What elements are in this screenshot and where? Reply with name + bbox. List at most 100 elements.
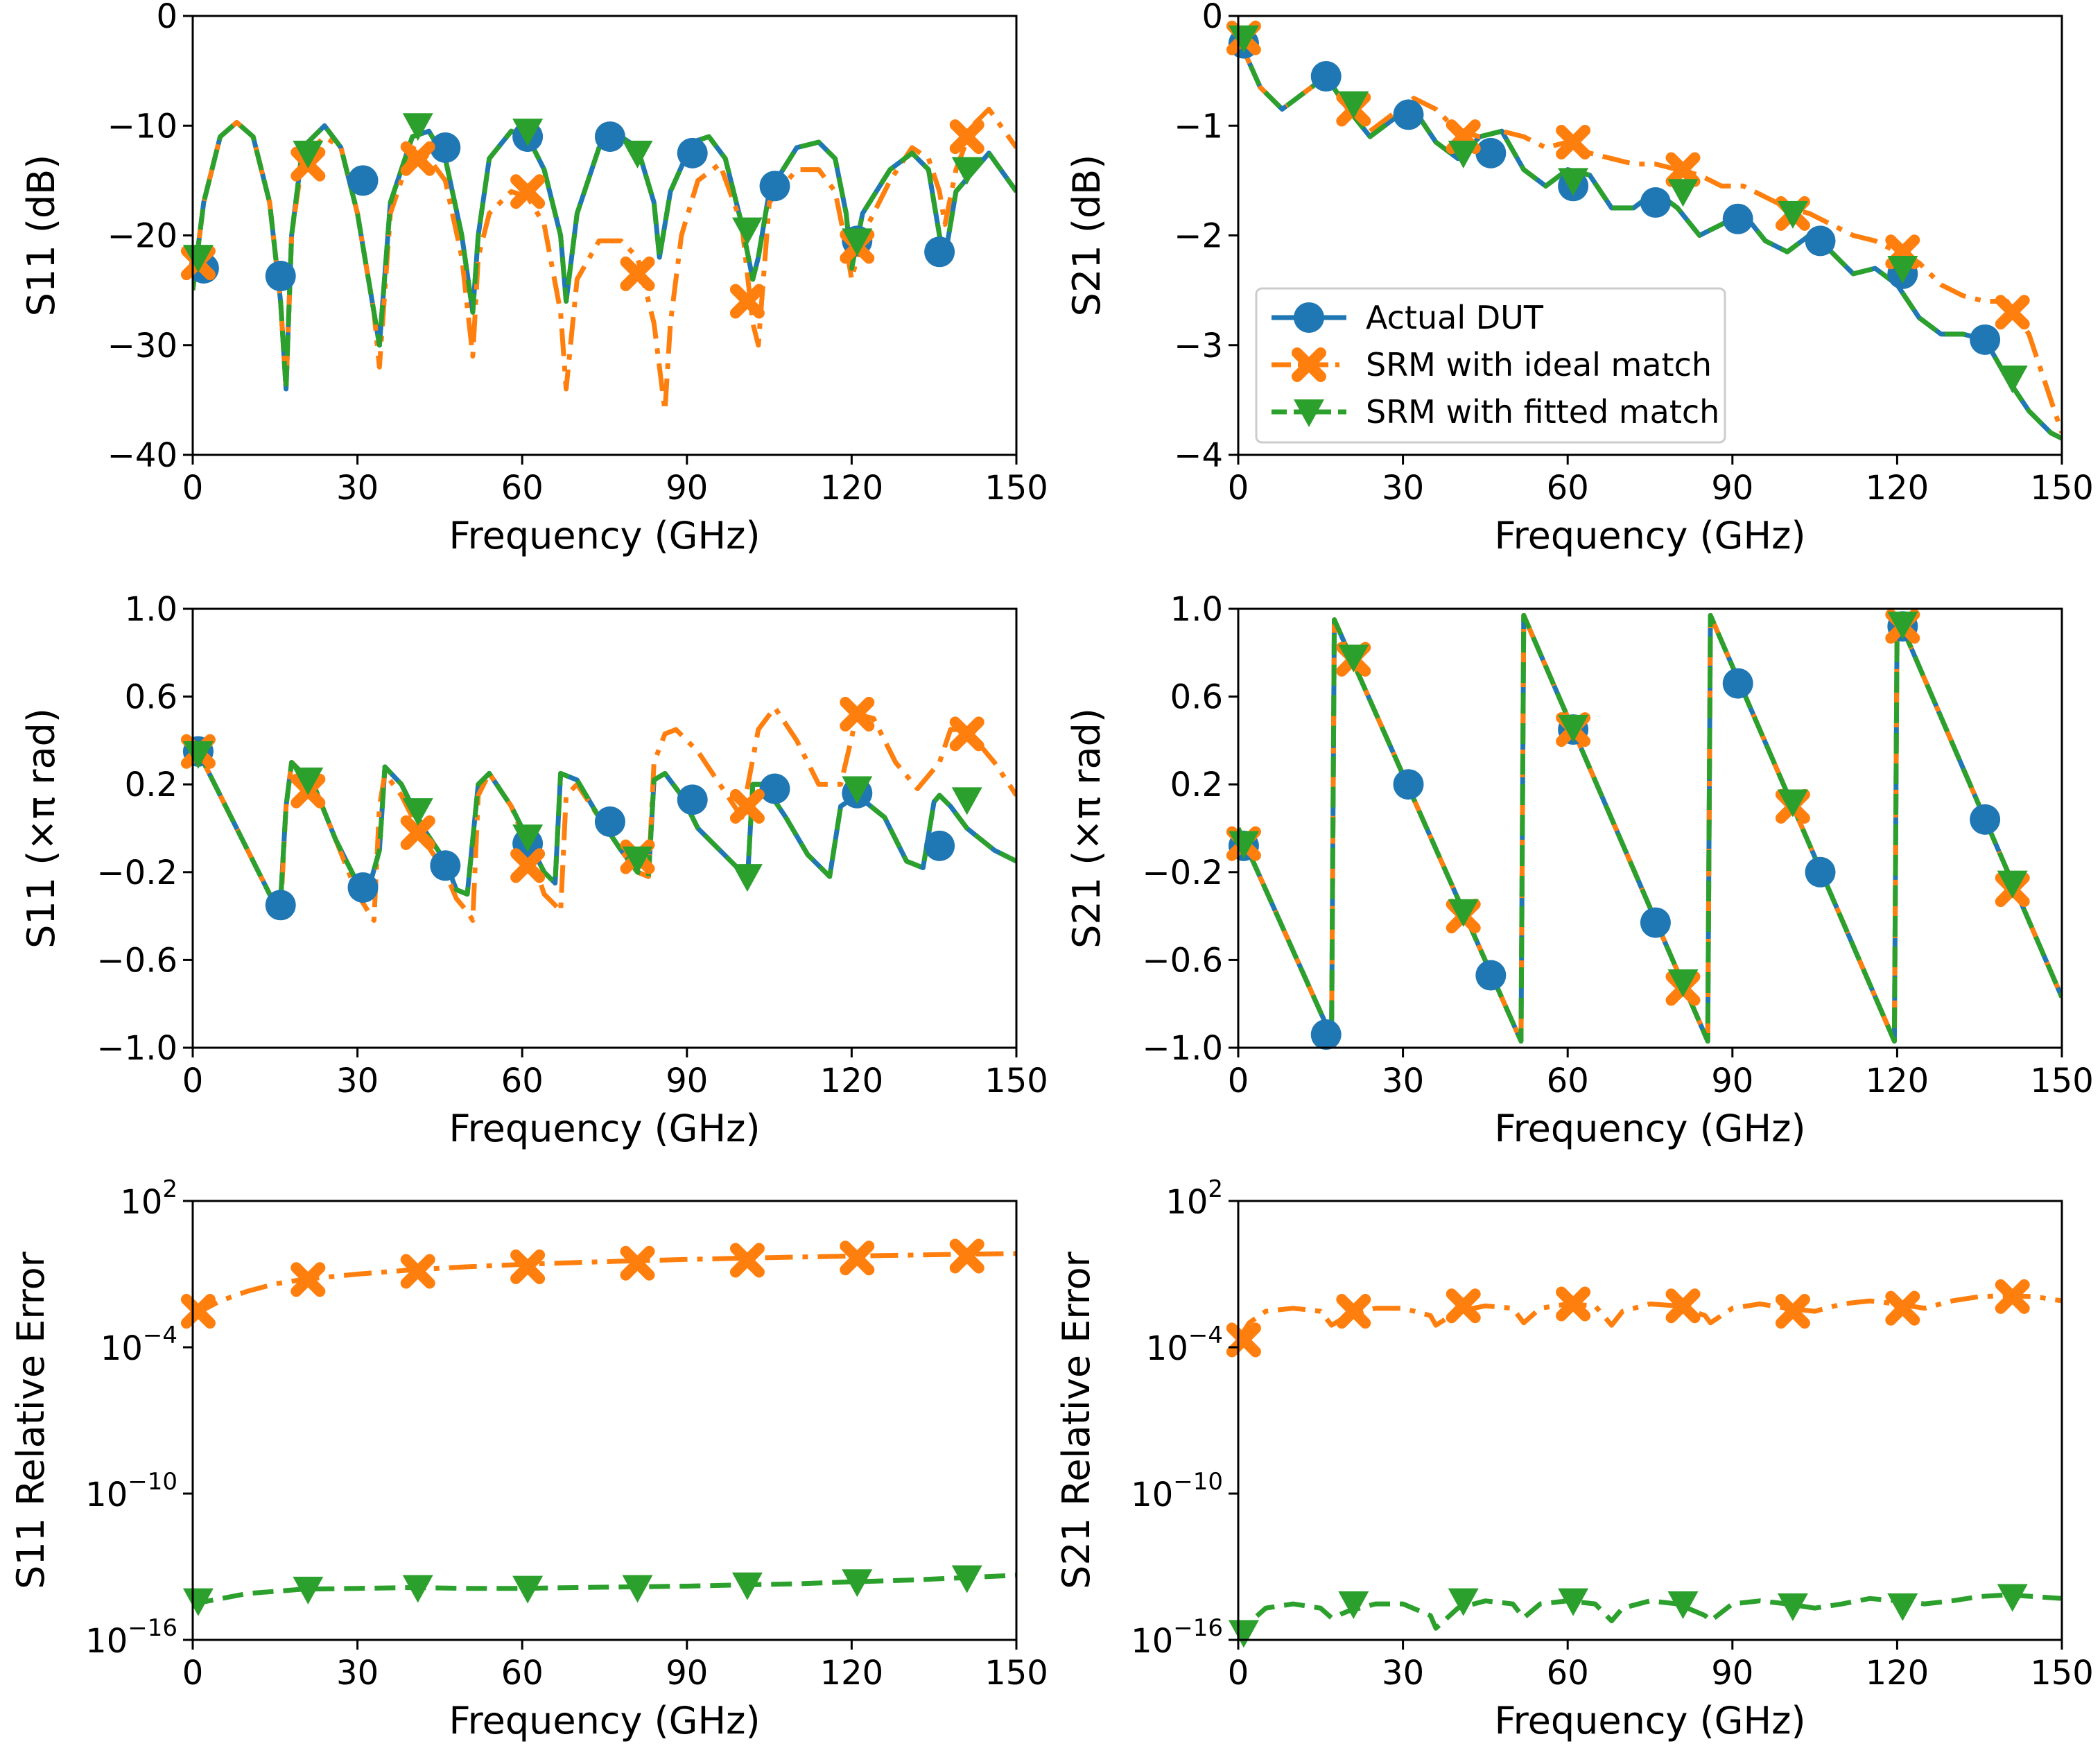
y-tick-label: −0.6: [96, 941, 177, 980]
y-tick-label: 0.6: [125, 678, 177, 717]
legend-item-ideal: SRM with ideal match: [1272, 346, 1712, 383]
marker-fitted: [1558, 714, 1589, 743]
marker-ideal: [510, 1249, 546, 1284]
marker-actual: [1722, 203, 1753, 234]
marker-fitted: [1338, 1591, 1369, 1620]
marker-actual: [677, 137, 708, 168]
marker-fitted: [1997, 365, 2028, 394]
legend-box: [1255, 287, 1726, 444]
legend: Actual DUT SRM with ideal match SRM with f…: [1255, 287, 1726, 444]
marker-actual: [1475, 137, 1507, 168]
marker-fitted: [951, 157, 982, 185]
marker-actual: [1722, 668, 1753, 699]
marker-fitted: [1558, 1588, 1589, 1616]
y-tick-label: −10: [107, 107, 177, 146]
marker-fitted: [512, 119, 544, 147]
marker-ideal: [400, 1254, 435, 1289]
series-lines: [193, 1251, 1016, 1607]
marker-fitted: [512, 824, 544, 853]
marker-ideal: [949, 716, 984, 752]
x-tick-label: 60: [1547, 469, 1589, 508]
marker-actual: [1640, 907, 1671, 938]
x-tick-label: 90: [666, 1062, 708, 1100]
y-tick-label: 0.2: [125, 766, 177, 804]
y-tick-label: −1: [1174, 107, 1223, 146]
x-axis-label: Frequency (GHz): [449, 1107, 760, 1150]
x-tick-label: 90: [1711, 1062, 1753, 1100]
marker-actual: [1310, 61, 1342, 92]
marker-fitted: [1777, 200, 1808, 229]
marker-fitted: [1558, 168, 1589, 196]
y-tick-label: 0: [156, 0, 177, 36]
x-tick-label: 90: [666, 1654, 708, 1693]
marker-actual: [594, 806, 625, 838]
y-axis-label: S11 Relative Error: [9, 1251, 53, 1589]
y-tick-label: −30: [107, 327, 177, 365]
marker-ideal: [1556, 124, 1591, 159]
marker-ideal: [620, 256, 655, 291]
marker-fitted: [1997, 870, 2028, 899]
marker-actual: [924, 830, 955, 861]
marker-actual: [759, 171, 790, 202]
y-axis-label: S11 (×π rad): [19, 708, 63, 949]
marker-fitted: [622, 1575, 653, 1603]
x-tick-label: 60: [501, 469, 544, 508]
legend-label: SRM with fitted match: [1366, 393, 1719, 431]
x-tick-label: 60: [501, 1062, 544, 1100]
y-tick-label: 0.2: [1170, 766, 1223, 804]
marker-actual: [347, 872, 379, 903]
x-tick-label: 150: [984, 1062, 1048, 1100]
marker-ideal: [729, 788, 765, 824]
series-line-ideal: [1238, 37, 2062, 434]
x-axis-label: Frequency (GHz): [449, 1699, 760, 1743]
x-tick-label: 30: [336, 469, 379, 508]
marker-fitted: [1887, 1593, 1918, 1621]
x-tick-label: 150: [984, 1654, 1048, 1693]
y-tick-label: 1.0: [125, 590, 177, 629]
marker-actual: [347, 165, 379, 196]
y-tick-label: −1.0: [96, 1029, 177, 1068]
marker-fitted: [842, 776, 873, 804]
y-tick-label: 10−10: [1131, 1468, 1223, 1514]
x-tick-label: 120: [820, 1654, 884, 1693]
x-tick-label: 150: [2030, 1062, 2094, 1100]
x-tick-label: 0: [1228, 469, 1249, 508]
marker-actual: [677, 784, 708, 815]
marker-fitted: [1448, 1588, 1479, 1616]
chart-panel-5: 0 30 60 90 120 150 102 10−4 10−10 10−16 Frequency …: [9, 1175, 1048, 1743]
legend-marker-ideal: [1292, 347, 1326, 382]
marker-fitted: [402, 1575, 433, 1603]
marker-fitted: [951, 787, 982, 815]
y-tick-label: −40: [107, 436, 177, 475]
y-tick-label: −1.0: [1142, 1029, 1223, 1068]
marker-ideal: [1775, 1294, 1810, 1329]
marker-ideal: [729, 284, 765, 319]
x-tick-label: 0: [182, 1062, 204, 1100]
marker-ideal: [1995, 1279, 2030, 1314]
marker-fitted: [1777, 1593, 1808, 1621]
marker-ideal: [949, 1238, 984, 1274]
marker-ideal: [510, 848, 546, 883]
x-tick-label: 150: [2030, 469, 2094, 508]
marker-actual: [1393, 99, 1424, 130]
marker-ideal: [620, 1245, 655, 1281]
marker-ideal: [1885, 1290, 1920, 1326]
marker-actual: [265, 261, 296, 292]
x-tick-label: 30: [1382, 469, 1424, 508]
marker-fitted: [512, 1575, 544, 1604]
y-tick-label: −0.2: [96, 854, 177, 892]
marker-fitted: [842, 228, 873, 257]
chart-panel-2: 0 30 60 90 120 150 0 −1 −2 −3 −4 Frequency (GHz) S21…: [1065, 0, 2094, 557]
marker-ideal: [840, 1240, 875, 1276]
marker-actual: [430, 850, 461, 881]
marker-fitted: [293, 1576, 324, 1605]
marker-actual: [430, 132, 461, 163]
marker-actual: [1805, 856, 1836, 888]
x-tick-label: 120: [820, 469, 884, 508]
y-tick-label: 10−16: [1131, 1614, 1223, 1661]
marker-actual: [1475, 960, 1507, 991]
series-lines: [1238, 613, 2062, 1044]
x-tick-label: 0: [182, 1654, 204, 1693]
chart-panel-4: 0 30 60 90 120 150 1.0 0.6 0.2 −0.2 −0.6 −1.0 Freque…: [1065, 590, 2094, 1150]
